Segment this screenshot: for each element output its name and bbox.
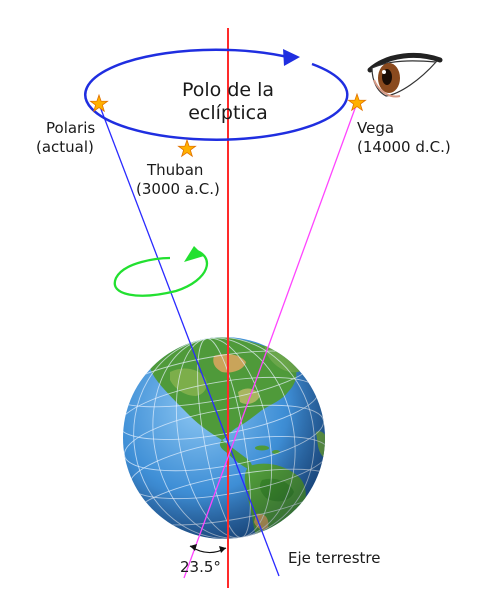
star-icon xyxy=(347,92,367,112)
earth-axis-future-line xyxy=(183,102,358,579)
polaris-label: Polaris xyxy=(46,119,95,137)
star-icon xyxy=(89,93,109,113)
polaris-note: (actual) xyxy=(36,138,94,156)
precession-circle xyxy=(84,48,349,141)
earth-globe xyxy=(123,337,325,539)
thuban-note: (3000 a.C.) xyxy=(136,180,220,198)
earth-axis-current-line xyxy=(98,103,280,577)
tilt-angle-label: 23.5° xyxy=(180,558,221,576)
thuban-label: Thuban xyxy=(146,161,203,179)
eye-icon xyxy=(367,52,443,98)
pole-label-line2: eclíptica xyxy=(188,102,268,124)
pole-label-line1: Polo de la xyxy=(182,79,274,101)
tilt-angle-arc xyxy=(189,544,227,554)
vega-note: (14000 d.C.) xyxy=(357,138,451,156)
earth-axis-label: Eje terrestre xyxy=(288,549,380,567)
earth-rotation-arrow xyxy=(113,246,209,297)
vega-label: Vega xyxy=(357,119,394,137)
star-icon xyxy=(177,138,197,158)
precession-arrow-head xyxy=(283,49,300,66)
